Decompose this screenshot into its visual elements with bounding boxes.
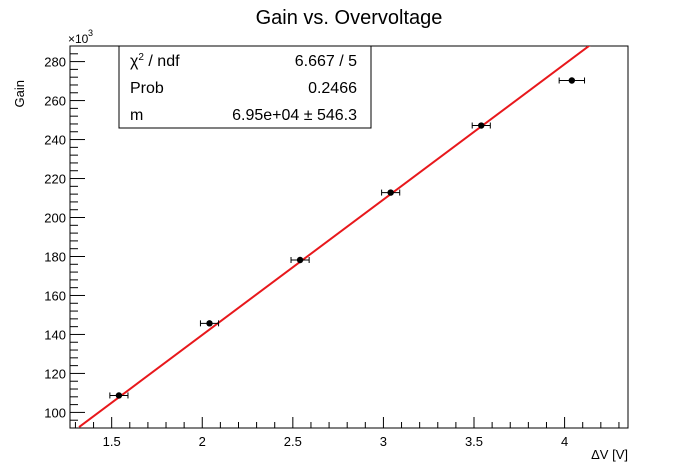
y-tick-label: 120 <box>44 366 66 381</box>
y-axis-multiplier: ×10 3 <box>68 28 93 46</box>
y-tick-label: 240 <box>44 133 66 148</box>
plot-area <box>78 46 591 428</box>
data-point <box>381 189 401 196</box>
y-tick-label: 160 <box>44 288 66 303</box>
stats-value-chi2: 6.667 / 5 <box>295 53 357 70</box>
data-point <box>471 122 491 129</box>
data-marker <box>387 189 394 196</box>
x-tick-label: 2 <box>199 434 206 449</box>
stats-box-frame <box>118 45 372 129</box>
data-point <box>109 392 129 399</box>
y-tick-label: 140 <box>44 327 66 342</box>
y-axis: 100 120 140 160 180 200 220 240 260 280 <box>44 45 85 429</box>
y-tick-label: 280 <box>44 55 66 70</box>
data-marker <box>568 77 576 84</box>
stats-box: χ2 / ndf 6.667 / 5 Prob 0.2466 m 6.95e+0… <box>118 45 372 129</box>
chart-title: Gain vs. Overvoltage <box>256 7 443 29</box>
data-marker <box>115 392 123 399</box>
data-point <box>558 77 586 84</box>
x-tick-label: 1.5 <box>103 434 121 449</box>
y-tick-label: 100 <box>44 405 66 420</box>
y-tick-label: 200 <box>44 211 66 226</box>
stats-label-prob: Prob <box>130 80 164 97</box>
data-point <box>290 256 310 264</box>
x-axis-label: ΔV [V] <box>591 447 628 462</box>
y-axis-multiplier-base: ×10 <box>68 32 89 46</box>
stats-value-prob: 0.2466 <box>308 80 357 97</box>
y-tick-label: 180 <box>44 249 66 264</box>
x-tick-label: 4 <box>561 434 568 449</box>
x-axis: 1.5 2 2.5 3 3.5 4 <box>74 417 620 449</box>
stats-value-slope: 6.95e+04 ± 546.3 <box>232 107 357 124</box>
x-tick-label: 2.5 <box>284 434 302 449</box>
data-marker <box>296 256 304 264</box>
stats-label-slope: m <box>130 107 143 124</box>
x-tick-label: 3.5 <box>465 434 483 449</box>
data-marker <box>206 320 213 327</box>
x-tick-label: 3 <box>380 434 387 449</box>
fit-line <box>78 46 591 428</box>
y-axis-multiplier-exponent: 3 <box>88 28 93 38</box>
y-axis-label: Gain <box>12 80 27 107</box>
y-tick-label: 260 <box>44 94 66 109</box>
stats-label-chi2: χ2 / ndf <box>130 52 180 70</box>
data-marker <box>478 122 485 129</box>
y-tick-label: 220 <box>44 172 66 187</box>
data-point <box>199 320 220 327</box>
